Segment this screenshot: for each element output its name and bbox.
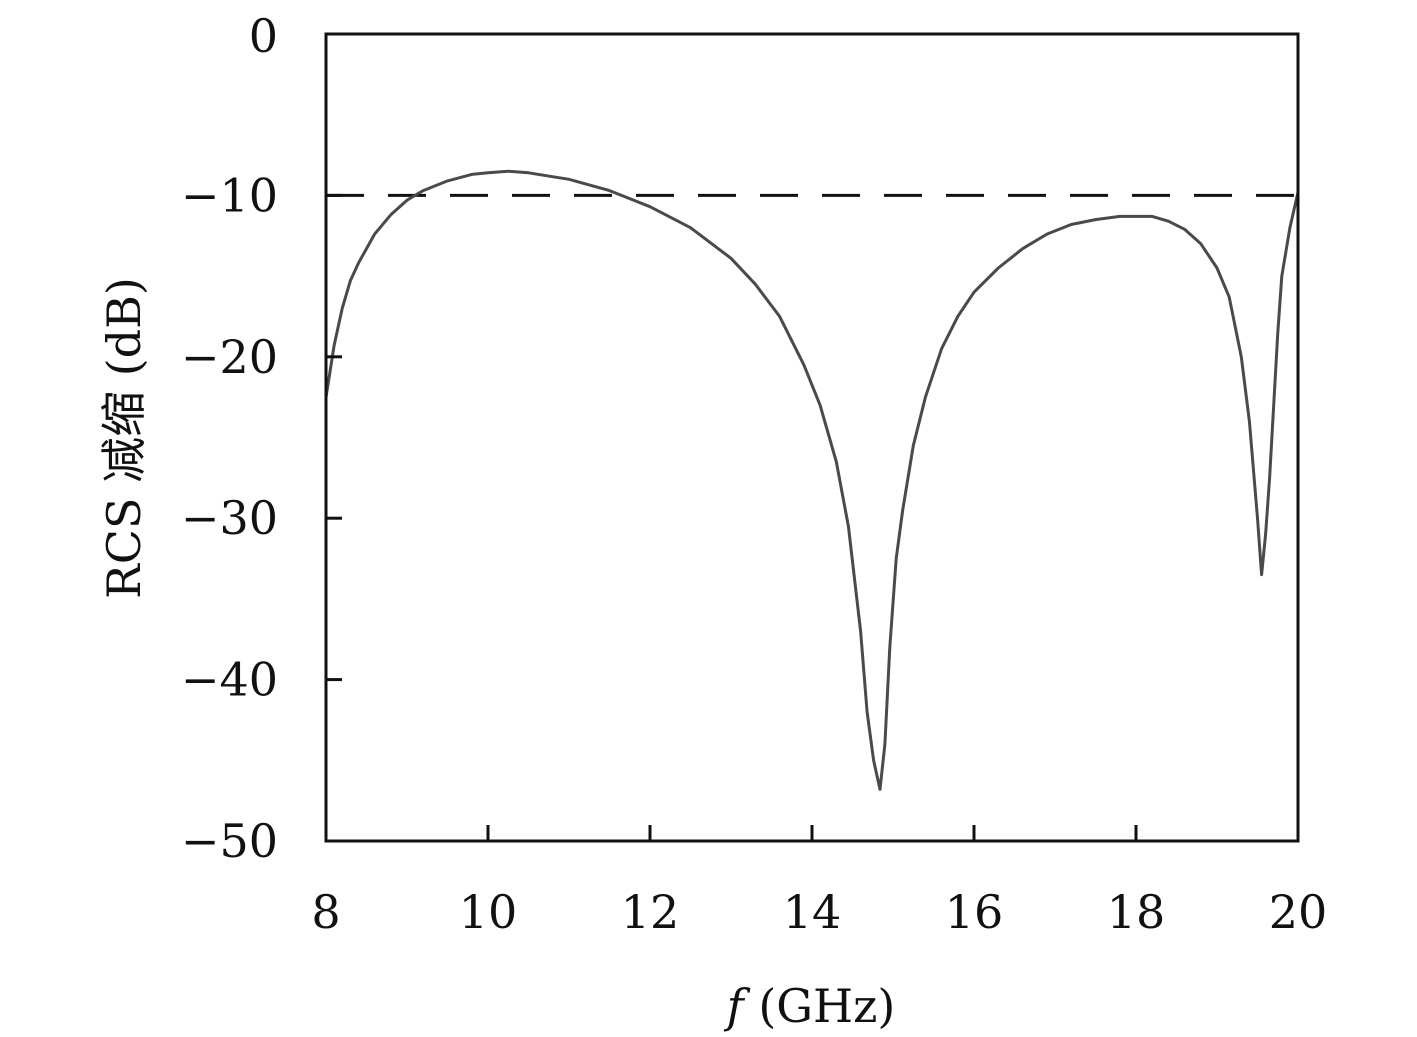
y-tick-label: −40 [181, 653, 278, 707]
y-axis-title: RCS 减缩 (dB) [97, 277, 151, 599]
x-tick-label: 14 [783, 885, 842, 939]
x-tick-label: 12 [621, 885, 680, 939]
y-tick-label: −10 [181, 168, 278, 222]
x-tick-label: 8 [311, 885, 340, 939]
x-tick-label: 18 [1107, 885, 1166, 939]
y-tick-label: −50 [181, 814, 278, 868]
y-axis-ticks: 0 −10 −20 −30 −40 −50 [181, 9, 342, 868]
x-tick-label: 20 [1269, 885, 1328, 939]
series-line-0 [324, 169, 1300, 791]
y-tick-label: 0 [249, 9, 278, 63]
x-tick-label: 16 [945, 885, 1004, 939]
plot-frame [324, 32, 1300, 843]
y-tick-label: −30 [181, 491, 278, 545]
x-tick-label: 10 [459, 885, 518, 939]
x-axis-unit: (GHz) [744, 979, 896, 1033]
x-axis-title: f (GHz) [724, 979, 896, 1033]
series-layer [324, 169, 1300, 791]
axes-frame [324, 32, 1300, 843]
y-tick-label: −20 [181, 330, 278, 384]
x-axis-ticks: 8 10 12 14 16 18 20 [311, 825, 1327, 939]
